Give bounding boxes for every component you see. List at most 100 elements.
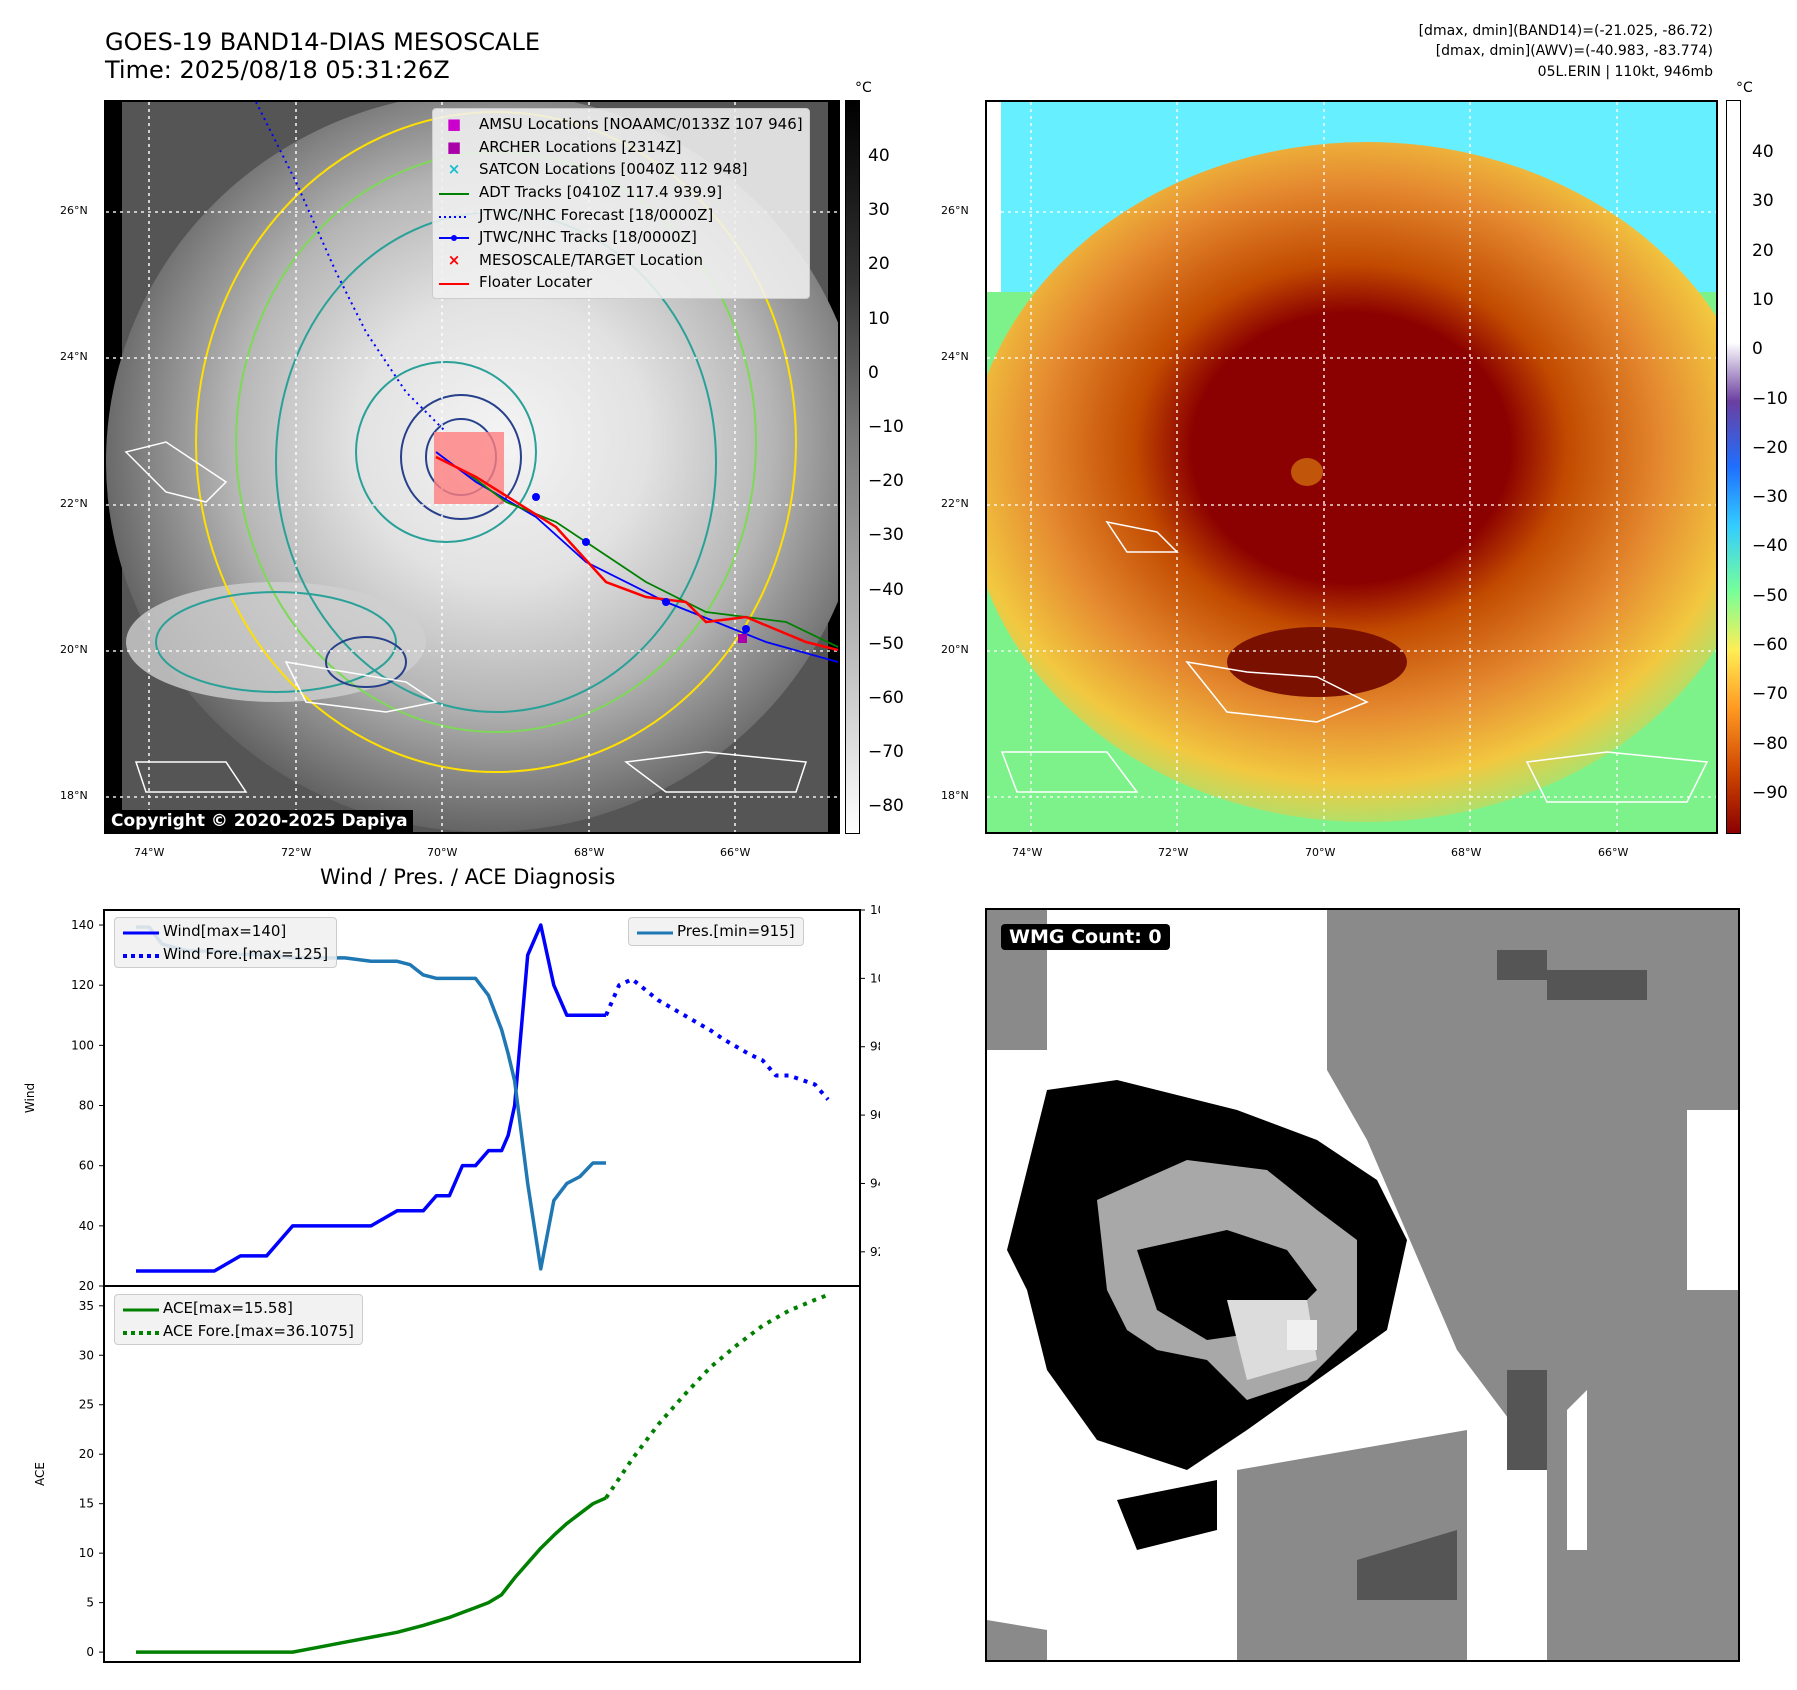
colorbar-left-tick-label: −80 bbox=[868, 796, 904, 817]
line-marker-icon bbox=[637, 922, 673, 940]
legend-item-wind-forecast: Wind Fore.[max=125] bbox=[123, 943, 328, 966]
line-marker-icon bbox=[123, 1299, 159, 1317]
wind-legend: Wind[max=140] Wind Fore.[max=125] bbox=[114, 917, 338, 969]
info-band14-range: [dmax, dmin](BAND14)=(-21.025, -86.72) bbox=[1418, 23, 1713, 39]
colorbar-left-tick-label: 0 bbox=[868, 362, 879, 383]
colorbar-right-tick-label: 20 bbox=[1752, 240, 1774, 261]
legend-item-ace-forecast: ACE Fore.[max=36.1075] bbox=[123, 1320, 354, 1343]
colorbar-right-tick-label: −10 bbox=[1752, 388, 1788, 409]
ace-forecast-series-line bbox=[604, 1293, 829, 1500]
x-marker-icon: × bbox=[447, 160, 461, 179]
copyright-label: Copyright © 2020-2025 Dapiya bbox=[106, 810, 413, 832]
map-legend: ■ AMSU Locations [NOAAMC/0133Z 107 946] ■… bbox=[432, 108, 810, 299]
ace-plot-frame bbox=[103, 1285, 861, 1663]
colorbar-right-tick-label: −60 bbox=[1752, 635, 1788, 655]
pressure-series-line bbox=[136, 925, 607, 1271]
wind-tick-label: 100 bbox=[71, 1038, 94, 1052]
colorbar-left-tick-label: 20 bbox=[868, 254, 890, 275]
figure-time: Time: 2025/08/18 05:31:26Z bbox=[105, 56, 450, 84]
lat-label: 24°N bbox=[941, 350, 969, 363]
ir-map-panel: Copyright © 2020-2025 Dapiya ■ AMSU Locat… bbox=[104, 100, 840, 834]
lon-label: 70°W bbox=[1305, 846, 1336, 859]
legend-item-wind: Wind[max=140] bbox=[123, 920, 328, 943]
legend-item-mesoscale: × MESOSCALE/TARGET Location bbox=[439, 249, 803, 272]
pressure-tick-label: 960 bbox=[870, 1108, 880, 1122]
legend-item-ace: ACE[max=15.58] bbox=[123, 1297, 354, 1320]
info-storm: 05L.ERIN | 110kt, 946mb bbox=[1537, 64, 1713, 80]
colorbar-left-unit: °C bbox=[855, 80, 872, 96]
colorbar-left-tick-label: −40 bbox=[868, 579, 904, 600]
colorbar-right-tick-label: −30 bbox=[1752, 487, 1788, 508]
colorbar-left-tick-label: 30 bbox=[868, 200, 890, 221]
lon-label: 70°W bbox=[427, 846, 458, 859]
ace-legend: ACE[max=15.58] ACE Fore.[max=36.1075] bbox=[114, 1294, 363, 1346]
colorbar-right-tick-label: −90 bbox=[1752, 782, 1788, 803]
colorbar-right-tick-label: 10 bbox=[1752, 289, 1774, 310]
colorbar-right-unit: °C bbox=[1736, 80, 1753, 96]
colorbar-right-tick-label: 30 bbox=[1752, 191, 1774, 212]
line-marker-icon bbox=[123, 922, 159, 940]
colorbar-right-tick-label: 40 bbox=[1752, 142, 1774, 162]
pressure-tick-label: 980 bbox=[870, 1040, 880, 1054]
colorbar-right-tick-label: −40 bbox=[1752, 536, 1788, 557]
ace-series-line bbox=[136, 1496, 607, 1654]
info-awv-range: [dmax, dmin](AWV)=(-40.983, -83.774) bbox=[1435, 43, 1713, 59]
colorbar-right bbox=[1726, 100, 1741, 834]
enhanced-ir-image bbox=[987, 102, 1716, 832]
lat-label: 18°N bbox=[941, 789, 969, 802]
dotted-line-marker-icon bbox=[439, 206, 469, 224]
wind-tick-label: 40 bbox=[79, 1219, 94, 1233]
legend-item-tracks: JTWC/NHC Tracks [18/0000Z] bbox=[439, 226, 803, 249]
colorbar-right-tick-label: −70 bbox=[1752, 684, 1788, 705]
lon-label: 72°W bbox=[1158, 846, 1189, 859]
colorbar-left-tick-label: −50 bbox=[868, 633, 904, 654]
ace-tick-label: 15 bbox=[79, 1497, 94, 1511]
legend-item-forecast: JTWC/NHC Forecast [18/0000Z] bbox=[439, 203, 803, 226]
ace-tick-label: 35 bbox=[79, 1299, 94, 1313]
ace-tick-label: 5 bbox=[86, 1596, 94, 1610]
wmg-count-badge: WMG Count: 0 bbox=[1001, 924, 1170, 950]
square-marker-icon: ■ bbox=[446, 137, 462, 156]
x-marker-icon: × bbox=[447, 250, 461, 269]
colorbar-right-tick-label: −20 bbox=[1752, 437, 1788, 458]
legend-item-floater: Floater Locater bbox=[439, 271, 803, 294]
diagnosis-chart: 2040608010012014092094096098010001020051… bbox=[23, 903, 880, 1663]
legend-item-amsu: ■ AMSU Locations [NOAAMC/0133Z 107 946] bbox=[439, 113, 803, 136]
lat-label: 24°N bbox=[60, 350, 88, 363]
legend-item-archer: ■ ARCHER Locations [2314Z] bbox=[439, 136, 803, 159]
pressure-legend: Pres.[min=915] bbox=[628, 917, 804, 946]
lon-label: 74°W bbox=[134, 846, 165, 859]
colorbar-left-tick-label: −20 bbox=[868, 471, 904, 492]
ace-tick-label: 30 bbox=[79, 1348, 94, 1362]
lat-label: 20°N bbox=[60, 643, 88, 656]
pressure-tick-label: 920 bbox=[870, 1245, 880, 1259]
enhanced-ir-panel bbox=[985, 100, 1718, 834]
wind-tick-label: 140 bbox=[71, 918, 94, 932]
colorbar-left-tick-label: −30 bbox=[868, 525, 904, 546]
ace-tick-label: 25 bbox=[79, 1398, 94, 1412]
diagnosis-title: Wind / Pres. / ACE Diagnosis bbox=[320, 865, 616, 889]
lon-label: 68°W bbox=[574, 846, 605, 859]
dotted-line-marker-icon bbox=[123, 1322, 159, 1340]
lat-label: 26°N bbox=[60, 204, 88, 217]
wmg-image bbox=[987, 910, 1738, 1660]
line-dot-marker-icon bbox=[439, 228, 469, 246]
legend-item-satcon: × SATCON Locations [0040Z 112 948] bbox=[439, 158, 803, 181]
wind-tick-label: 120 bbox=[71, 978, 94, 992]
colorbar-left-tick-label: 40 bbox=[868, 146, 890, 166]
line-marker-icon bbox=[439, 273, 469, 291]
wind-forecast-series-line bbox=[604, 977, 830, 1101]
lon-label: 66°W bbox=[720, 846, 751, 859]
lon-label: 66°W bbox=[1598, 846, 1629, 859]
wind-axis-label: Wind bbox=[23, 1083, 37, 1113]
wmg-panel: WMG Count: 0 bbox=[985, 908, 1740, 1662]
lat-label: 20°N bbox=[941, 643, 969, 656]
colorbar-right-tick-label: −80 bbox=[1752, 733, 1788, 754]
lat-label: 22°N bbox=[941, 497, 969, 510]
ace-tick-label: 0 bbox=[86, 1645, 94, 1659]
wind-tick-label: 80 bbox=[79, 1099, 94, 1113]
pressure-tick-label: 1000 bbox=[870, 971, 880, 985]
colorbar-right-tick-label: −50 bbox=[1752, 585, 1788, 606]
colorbar-right-tick-label: 0 bbox=[1752, 339, 1763, 360]
ace-tick-label: 20 bbox=[79, 1447, 94, 1461]
